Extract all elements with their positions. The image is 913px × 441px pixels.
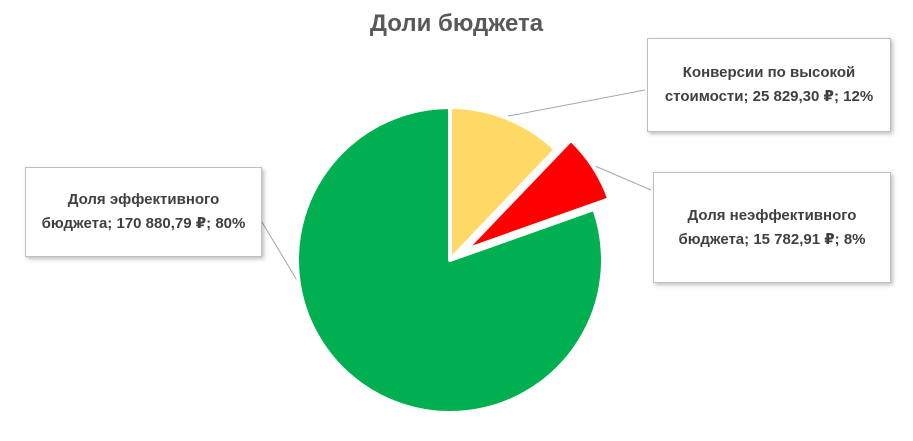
pie-slice-ineffective-budget (463, 137, 612, 253)
data-label-ineffective-budget: Доля неэффективного бюджета; 15 782,91 ₽… (653, 172, 891, 283)
leader-line (595, 165, 652, 191)
chart-title: Доли бюджета (369, 10, 544, 37)
pie-slices (295, 105, 612, 415)
data-label-effective-budget: Доля эффективного бюджета; 170 880,79 ₽;… (25, 167, 262, 257)
data-label-high-cost-conversions: Конверсии по высокой стоимости; 25 829,3… (647, 38, 891, 132)
pie-slice-high-cost-conversions (448, 105, 558, 262)
leader-line (507, 89, 646, 117)
pie-slice-effective-budget (295, 105, 605, 415)
